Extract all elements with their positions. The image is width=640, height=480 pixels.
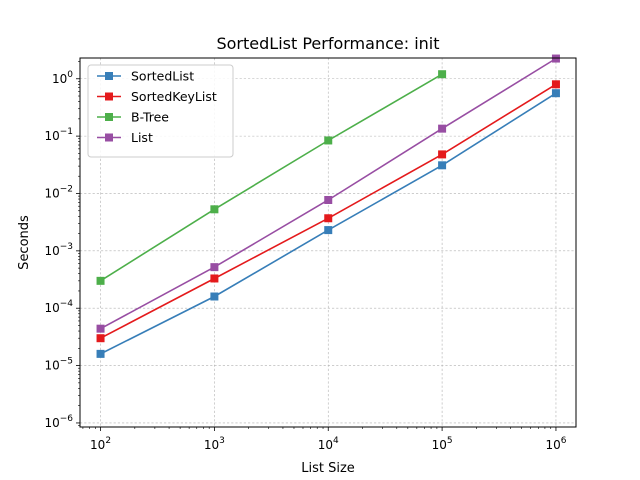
tick-label: 10−2 [44,184,73,200]
tick-base: 10 [90,438,105,452]
tick-base: 10 [432,438,447,452]
data-point [96,349,105,358]
tick-exponent: −3 [60,242,73,252]
tick-label: 106 [545,436,566,452]
tick-label: 10−5 [44,357,73,373]
tick-exponent: 3 [219,436,225,446]
tick-label: 103 [204,436,225,452]
legend-marker [105,72,113,80]
data-point [438,161,447,170]
data-point [96,334,105,343]
data-point [551,54,560,63]
tick-base: 10 [44,416,59,430]
tick-label: 105 [432,436,453,452]
tick-label: 102 [90,436,111,452]
chart-title: SortedList Performance: init [216,34,439,53]
legend-label: SortedList [131,69,194,84]
tick-exponent: 4 [333,436,339,446]
tick-base: 10 [204,438,219,452]
y-axis-label: Seconds [17,215,32,270]
legend-marker [105,92,113,101]
legend-marker [105,133,113,142]
data-point [324,195,333,204]
tick-exponent: 5 [447,436,453,446]
tick-exponent: 0 [67,70,73,80]
axis-ticks: 102 103 104 105 10610−610−510−410−310−210−11… [44,61,567,452]
data-point [324,214,333,223]
tick-base: 10 [44,186,59,200]
data-point [438,124,447,133]
legend: SortedList SortedKeyList B-Tree List [87,64,234,158]
tick-base: 10 [44,301,59,315]
tick-exponent: −1 [60,127,73,137]
data-point [96,324,105,333]
x-axis-label: List Size [301,461,355,476]
tick-label: 10−3 [44,242,73,258]
tick-label: 100 [52,70,73,86]
series-line [100,73,443,282]
tick-label: 10−1 [44,127,73,143]
data-point [210,292,219,301]
data-point [551,89,560,98]
tick-exponent: −4 [60,299,74,309]
tick-base: 10 [318,438,333,452]
legend-marker [105,113,113,121]
legend-box [87,64,234,158]
tick-exponent: 2 [105,436,111,446]
data-point [210,274,219,283]
tick-base: 10 [52,72,67,86]
tick-exponent: 6 [561,436,567,446]
data-point [438,70,447,79]
data-series [96,54,560,358]
tick-label: 10−6 [44,414,73,430]
data-point [551,80,560,89]
grid-lines [80,58,576,427]
tick-exponent: −2 [60,184,73,194]
tick-label: 104 [318,436,339,452]
data-point [324,136,333,145]
tick-exponent: −6 [60,414,74,424]
tick-base: 10 [545,438,560,452]
data-point [324,226,333,235]
data-point [210,263,219,272]
data-point [96,276,105,285]
legend-label: B-Tree [131,110,169,125]
tick-base: 10 [44,244,59,258]
data-point [210,205,219,214]
data-point [438,150,447,159]
legend-label: List [131,130,153,145]
tick-base: 10 [44,359,59,373]
tick-exponent: −5 [60,357,73,367]
legend-label: SortedKeyList [131,89,217,104]
tick-base: 10 [44,129,59,143]
tick-label: 10−4 [44,299,73,315]
